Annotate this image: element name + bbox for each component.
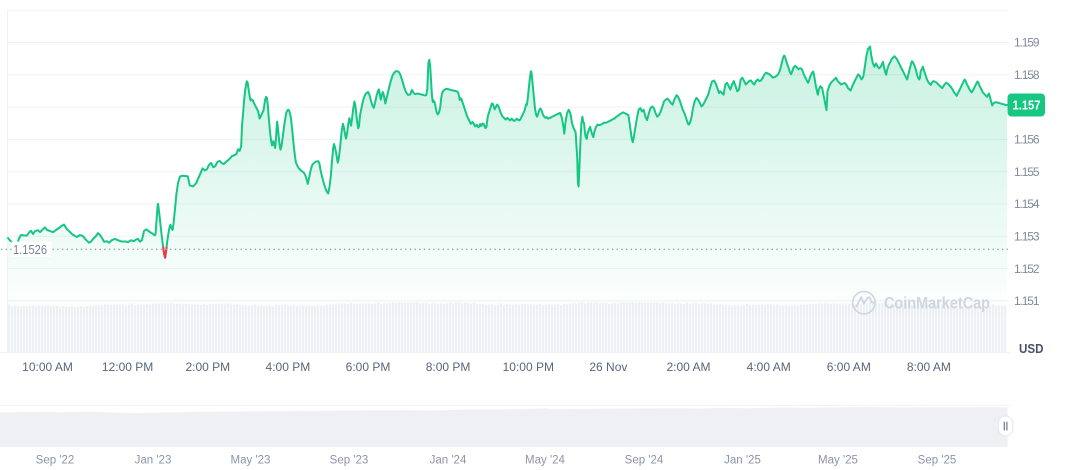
- svg-text:May '25: May '25: [818, 455, 858, 467]
- svg-text:6:00 AM: 6:00 AM: [827, 360, 871, 374]
- svg-text:Sep '22: Sep '22: [36, 455, 75, 467]
- svg-text:Sep '23: Sep '23: [330, 455, 369, 467]
- svg-text:CoinMarketCap: CoinMarketCap: [884, 295, 990, 313]
- svg-text:May '24: May '24: [525, 455, 566, 467]
- svg-text:Jan '24: Jan '24: [430, 455, 467, 467]
- svg-text:1.153: 1.153: [1014, 230, 1040, 244]
- svg-text:Sep '25: Sep '25: [918, 455, 957, 467]
- svg-text:1.154: 1.154: [1014, 197, 1040, 211]
- svg-text:6:00 PM: 6:00 PM: [346, 360, 391, 374]
- svg-text:8:00 PM: 8:00 PM: [426, 360, 471, 374]
- svg-text:USD: USD: [1019, 341, 1044, 356]
- svg-text:4:00 PM: 4:00 PM: [266, 360, 311, 374]
- svg-text:Jan '25: Jan '25: [724, 455, 761, 467]
- svg-text:May '23: May '23: [231, 455, 271, 467]
- svg-text:10:00 PM: 10:00 PM: [503, 360, 554, 374]
- svg-text:1.152: 1.152: [1014, 262, 1040, 276]
- svg-text:1.159: 1.159: [1014, 36, 1040, 50]
- svg-text:Sep '24: Sep '24: [625, 455, 664, 467]
- svg-text:1.151: 1.151: [1014, 294, 1040, 308]
- svg-text:4:00 AM: 4:00 AM: [747, 360, 791, 374]
- svg-text:8:00 AM: 8:00 AM: [907, 360, 951, 374]
- svg-text:1.158: 1.158: [1014, 68, 1040, 82]
- svg-text:1.1526: 1.1526: [13, 242, 47, 257]
- svg-text:10:00 AM: 10:00 AM: [22, 360, 73, 374]
- svg-text:Jan '23: Jan '23: [135, 455, 172, 467]
- svg-text:1.155: 1.155: [1014, 165, 1040, 179]
- svg-text:12:00 PM: 12:00 PM: [102, 360, 153, 374]
- svg-text:1.156: 1.156: [1014, 133, 1040, 147]
- svg-text:1.157: 1.157: [1013, 98, 1041, 113]
- svg-text:26 Nov: 26 Nov: [589, 360, 627, 374]
- svg-text:2:00 PM: 2:00 PM: [185, 360, 230, 374]
- svg-text:2:00 AM: 2:00 AM: [666, 360, 710, 374]
